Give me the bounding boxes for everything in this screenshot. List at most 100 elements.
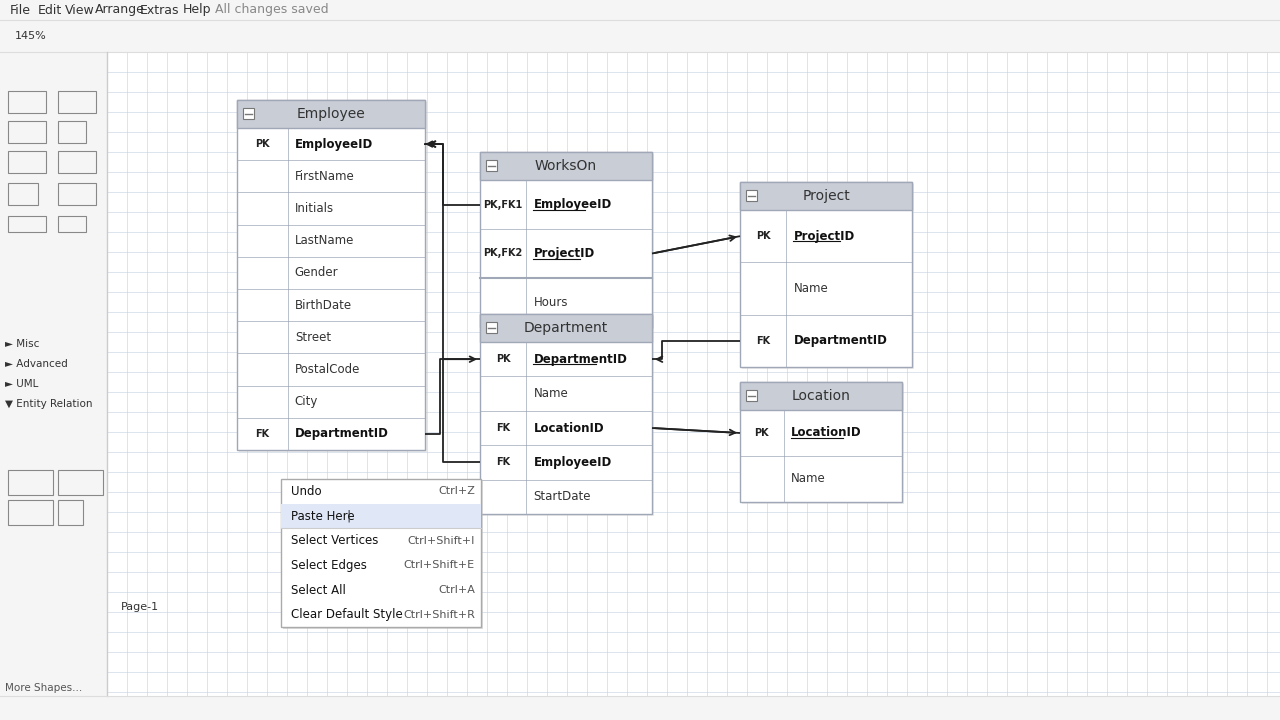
Bar bbox=[483, 154, 654, 329]
Text: FK: FK bbox=[756, 336, 771, 346]
Bar bbox=[108, 52, 1280, 696]
Bar bbox=[237, 100, 425, 450]
Text: ProjectID: ProjectID bbox=[794, 230, 855, 243]
Text: PK,FK1: PK,FK1 bbox=[484, 199, 522, 210]
Text: Undo: Undo bbox=[291, 485, 321, 498]
Bar bbox=[740, 382, 902, 410]
Bar bbox=[8, 470, 52, 495]
Bar bbox=[8, 500, 52, 525]
Text: PK,FK2: PK,FK2 bbox=[484, 248, 522, 258]
Bar bbox=[746, 390, 756, 401]
Text: ► UML: ► UML bbox=[5, 379, 38, 389]
Bar bbox=[0, 20, 1280, 52]
Text: PK: PK bbox=[495, 354, 511, 364]
Text: ProjectID: ProjectID bbox=[534, 247, 595, 260]
Text: Project: Project bbox=[803, 189, 850, 203]
Text: Ctrl+A: Ctrl+A bbox=[438, 585, 475, 595]
Text: ► Misc: ► Misc bbox=[5, 339, 40, 349]
Text: Ctrl+Shift+E: Ctrl+Shift+E bbox=[404, 560, 475, 570]
Text: All changes saved: All changes saved bbox=[215, 4, 329, 17]
Bar bbox=[8, 151, 46, 173]
Bar bbox=[486, 322, 497, 333]
Text: Paste Here: Paste Here bbox=[291, 510, 355, 523]
Text: Department: Department bbox=[524, 321, 608, 335]
Text: Street: Street bbox=[294, 330, 332, 344]
Text: LastName: LastName bbox=[294, 234, 355, 247]
Text: Help: Help bbox=[183, 4, 211, 17]
Text: Extras: Extras bbox=[140, 4, 179, 17]
Text: Ctrl+Shift+R: Ctrl+Shift+R bbox=[403, 610, 475, 620]
Text: Location: Location bbox=[791, 389, 850, 403]
Bar bbox=[480, 314, 652, 342]
Text: More Shapes...: More Shapes... bbox=[5, 683, 82, 693]
Text: Select Edges: Select Edges bbox=[291, 559, 367, 572]
Bar bbox=[58, 183, 96, 205]
Bar bbox=[742, 184, 914, 369]
Text: WorksOn: WorksOn bbox=[535, 159, 596, 173]
Text: FK: FK bbox=[255, 429, 270, 439]
Bar bbox=[480, 314, 652, 514]
Text: FirstName: FirstName bbox=[294, 170, 355, 183]
Text: ► Advanced: ► Advanced bbox=[5, 359, 68, 369]
Bar bbox=[0, 0, 1280, 20]
Text: File: File bbox=[10, 4, 31, 17]
Text: BirthDate: BirthDate bbox=[294, 299, 352, 312]
Bar bbox=[480, 152, 652, 180]
Text: Ctrl+Z: Ctrl+Z bbox=[438, 486, 475, 496]
Text: DepartmentID: DepartmentID bbox=[294, 428, 389, 441]
Bar bbox=[486, 160, 497, 171]
Bar bbox=[239, 102, 428, 452]
Bar bbox=[58, 121, 86, 143]
Text: Employee: Employee bbox=[297, 107, 365, 121]
Text: Select Vertices: Select Vertices bbox=[291, 534, 379, 547]
Text: PK: PK bbox=[754, 428, 769, 438]
Bar bbox=[8, 91, 46, 113]
Text: Name: Name bbox=[534, 387, 568, 400]
Bar bbox=[0, 52, 108, 696]
Text: Gender: Gender bbox=[294, 266, 338, 279]
Text: ▼ Entity Relation: ▼ Entity Relation bbox=[5, 399, 92, 409]
Text: Arrange: Arrange bbox=[95, 4, 145, 17]
Bar bbox=[282, 479, 481, 627]
Bar bbox=[740, 182, 911, 210]
Text: EmployeeID: EmployeeID bbox=[534, 456, 612, 469]
Bar bbox=[8, 183, 38, 205]
Text: DepartmentID: DepartmentID bbox=[534, 353, 627, 366]
Text: |: | bbox=[347, 510, 351, 523]
Text: PK: PK bbox=[756, 231, 771, 241]
Bar bbox=[0, 696, 1280, 720]
Text: Initials: Initials bbox=[294, 202, 334, 215]
Text: PK: PK bbox=[255, 139, 270, 149]
Text: Clear Default Style: Clear Default Style bbox=[291, 608, 403, 621]
Text: Name: Name bbox=[791, 472, 826, 485]
Bar bbox=[237, 100, 425, 128]
Bar bbox=[740, 182, 911, 367]
Bar bbox=[58, 470, 102, 495]
Bar bbox=[483, 316, 654, 516]
Bar bbox=[480, 152, 652, 327]
Bar bbox=[740, 382, 902, 502]
Bar bbox=[283, 481, 483, 629]
Text: Ctrl+Shift+I: Ctrl+Shift+I bbox=[407, 536, 475, 546]
Text: Edit: Edit bbox=[38, 4, 63, 17]
Text: 145%: 145% bbox=[15, 31, 47, 41]
Text: Select All: Select All bbox=[291, 583, 346, 596]
Text: StartDate: StartDate bbox=[534, 490, 591, 503]
Text: EmployeeID: EmployeeID bbox=[294, 138, 372, 150]
Bar bbox=[58, 216, 86, 232]
Bar bbox=[243, 108, 253, 119]
Bar bbox=[282, 504, 481, 528]
Text: FK: FK bbox=[497, 423, 511, 433]
Text: City: City bbox=[294, 395, 319, 408]
Text: EmployeeID: EmployeeID bbox=[534, 198, 612, 211]
Text: View: View bbox=[65, 4, 95, 17]
Bar bbox=[58, 91, 96, 113]
Text: Page-1: Page-1 bbox=[120, 602, 159, 612]
Bar bbox=[8, 216, 46, 232]
Text: FK: FK bbox=[497, 457, 511, 467]
Bar bbox=[58, 500, 83, 525]
Text: Name: Name bbox=[794, 282, 828, 295]
Text: LocationID: LocationID bbox=[534, 421, 604, 434]
Bar bbox=[746, 190, 756, 201]
Text: Hours: Hours bbox=[534, 296, 568, 309]
